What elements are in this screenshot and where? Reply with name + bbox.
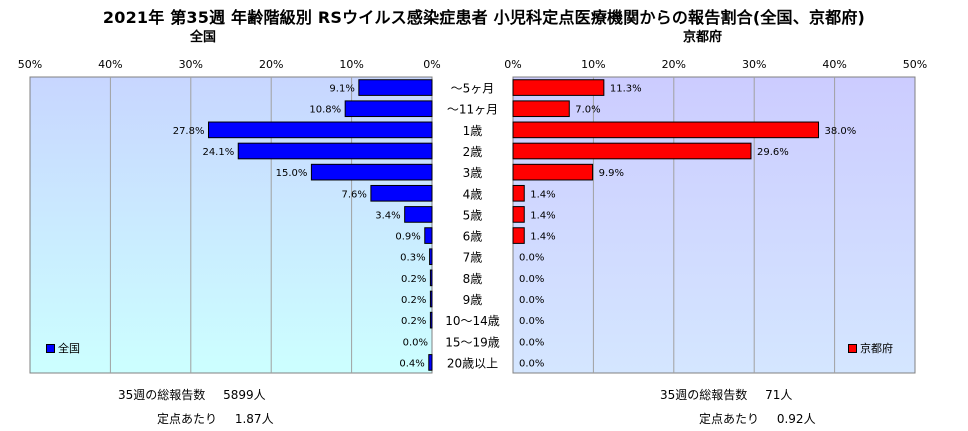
bar-label-kyoto: 38.0% (825, 126, 857, 137)
bar-label-kyoto: 1.4% (530, 232, 555, 243)
x-tick-kyoto: 30% (742, 58, 766, 71)
bar-label-national: 0.2% (401, 295, 426, 306)
category-label: ～11ヶ月 (447, 103, 498, 117)
x-tick-kyoto: 20% (662, 58, 686, 71)
bar-label-national: 0.0% (403, 337, 428, 348)
national-per-value: 1.87人 (234, 412, 274, 426)
bar-kyoto (512, 206, 525, 223)
bar-kyoto (512, 163, 594, 181)
bar-label-kyoto: 0.0% (519, 295, 544, 306)
kyoto-per-row: 定点あたり 0.92人 (699, 410, 816, 427)
kyoto-total-value: 71人 (765, 388, 793, 402)
national-subtitle: 全国 (190, 30, 217, 45)
bar-label-kyoto: 0.0% (519, 274, 544, 285)
bar-national (429, 290, 433, 308)
bar-kyoto (512, 100, 570, 118)
bar-label-kyoto: 29.6% (757, 147, 789, 158)
bar-label-national: 0.9% (395, 232, 420, 243)
legend-kyoto: 京都府 (848, 340, 893, 356)
bar-label-national: 0.2% (401, 316, 426, 327)
bar-kyoto (512, 184, 525, 202)
x-tick-kyoto: 10% (581, 58, 605, 71)
category-label: 2歳 (463, 145, 483, 159)
bar-label-kyoto: 7.0% (575, 105, 600, 116)
bar-national (404, 206, 433, 223)
legend-swatch-national (46, 343, 55, 353)
national-total-value: 5899人 (223, 388, 266, 402)
bar-label-national: 24.1% (202, 147, 234, 158)
bar-label-national: 0.3% (400, 253, 425, 264)
kyoto-total-label: 35週の総報告数 (660, 388, 748, 402)
x-tick-kyoto: 0% (504, 58, 521, 71)
kyoto-total-row: 35週の総報告数 71人 (660, 386, 792, 403)
x-tick-national: 30% (179, 58, 203, 71)
kyoto-per-value: 0.92人 (776, 412, 816, 426)
bar-national (429, 248, 433, 266)
category-label: 20歳以上 (447, 356, 498, 370)
national-total-label: 35週の総報告数 (118, 388, 206, 402)
x-tick-kyoto: 50% (903, 58, 927, 71)
bar-national (428, 354, 433, 371)
bar-label-national: 0.2% (401, 274, 426, 285)
national-per-row: 定点あたり 1.87人 (157, 410, 274, 427)
category-label: 8歳 (463, 272, 483, 286)
bar-national (207, 121, 433, 139)
legend-label-kyoto: 京都府 (860, 342, 893, 355)
x-tick-national: 10% (339, 58, 363, 71)
bar-label-national: 10.8% (309, 105, 341, 116)
bar-national (424, 227, 433, 244)
bar-kyoto (512, 121, 820, 139)
bar-label-kyoto: 0.0% (519, 337, 544, 348)
bar-label-national: 9.1% (329, 84, 354, 95)
category-label: 3歳 (463, 166, 483, 180)
x-tick-national: 20% (259, 58, 283, 71)
bar-national (429, 311, 433, 329)
bar-label-national: 27.8% (173, 126, 205, 137)
national-total-row: 35週の総報告数 5899人 (118, 386, 266, 403)
category-label: 9歳 (463, 293, 483, 307)
bar-national (237, 142, 433, 160)
bar-national (344, 100, 433, 118)
category-label: 10～14歳 (445, 314, 500, 328)
kyoto-per-label: 定点あたり (699, 412, 760, 426)
legend-label-national: 全国 (58, 342, 80, 355)
category-label: 6歳 (463, 230, 483, 244)
chart-title: 2021年 第35週 年齢階級別 RSウイルス感染症患者 小児科定点医療機関から… (102, 8, 866, 27)
national-per-label: 定点あたり (157, 412, 218, 426)
category-label: 5歳 (463, 208, 483, 222)
bar-label-kyoto: 0.0% (519, 253, 544, 264)
bar-label-kyoto: 9.9% (599, 168, 624, 179)
bar-label-kyoto: 1.4% (530, 189, 555, 200)
x-tick-national: 50% (18, 58, 42, 71)
bar-label-national: 7.6% (341, 189, 366, 200)
kyoto-subtitle: 京都府 (683, 30, 723, 45)
bar-national (310, 163, 433, 181)
bar-national (358, 79, 433, 96)
bar-label-national: 0.4% (399, 358, 424, 369)
bar-kyoto (512, 227, 525, 244)
category-label: 1歳 (463, 124, 483, 138)
plot-area-kyoto (512, 76, 916, 374)
bar-label-kyoto: 0.0% (519, 358, 544, 369)
bar-national (370, 184, 433, 202)
bar-national (429, 269, 433, 287)
category-label: 7歳 (463, 251, 483, 265)
legend-swatch-kyoto (848, 343, 857, 353)
bar-label-national: 3.4% (375, 210, 400, 221)
bar-label-kyoto: 11.3% (610, 84, 642, 95)
bar-kyoto (512, 142, 752, 160)
bar-label-kyoto: 1.4% (530, 210, 555, 221)
bar-label-kyoto: 0.0% (519, 316, 544, 327)
x-tick-kyoto: 40% (822, 58, 846, 71)
category-label: 4歳 (463, 187, 483, 201)
bar-kyoto (512, 79, 605, 96)
x-tick-national: 0% (423, 58, 440, 71)
legend-national: 全国 (46, 340, 80, 356)
category-label: 15～19歳 (445, 335, 500, 349)
bar-label-national: 15.0% (276, 168, 308, 179)
x-tick-national: 40% (98, 58, 122, 71)
plot-area-national (29, 76, 433, 374)
category-label: ～5ヶ月 (451, 82, 495, 96)
